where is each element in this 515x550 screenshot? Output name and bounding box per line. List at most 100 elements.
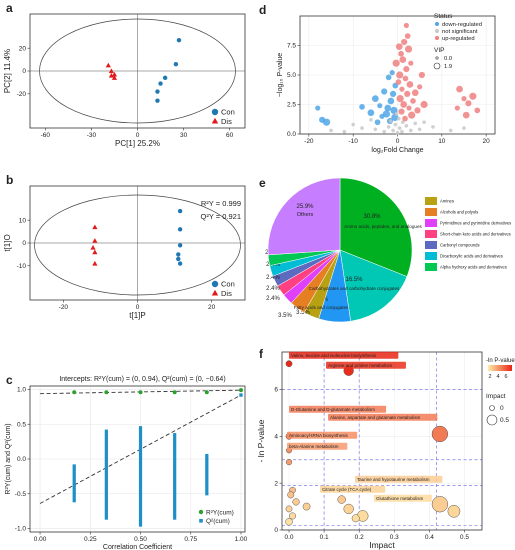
perm-q2-point <box>173 433 177 437</box>
perm-q2-point <box>104 480 108 484</box>
perm-r2y-point <box>138 390 143 395</box>
perm-q2-point <box>72 467 76 471</box>
impact-bubble <box>337 495 346 504</box>
perm-q2-point <box>104 505 108 509</box>
impact-bubble-label: Aminoacyl-tRNA biosynthesis <box>289 433 349 438</box>
volcano-point-ns <box>448 128 453 133</box>
volcano-point-ns <box>462 126 466 130</box>
perm-xlabel: Correlation Coefficient <box>103 544 172 550</box>
volcano-point-up <box>406 81 414 88</box>
oplsda-point-con <box>177 243 183 248</box>
impact-x-tick-label: 0.5 <box>460 534 469 541</box>
impact-bubble-label: Glutathione metabolism <box>376 496 424 501</box>
legend-dis-marker <box>211 289 219 296</box>
perm-q2-point <box>104 491 108 495</box>
oplsda-y-tick-label: -10 <box>17 263 27 270</box>
pie-slice <box>339 177 413 277</box>
volcano-point-up <box>403 22 409 29</box>
pca-confidence-ellipse <box>39 18 236 124</box>
pie-legend-label: Alpha hydroxy acids and derivatives <box>440 265 507 270</box>
perm-q2-point <box>205 481 209 485</box>
perm-q2-point <box>72 464 76 468</box>
volcano-point-up <box>400 101 408 108</box>
pie-value-label: 2.4% <box>266 286 280 292</box>
volcano-point-up <box>456 85 463 93</box>
volcano-x-tick-label: -10 <box>348 138 358 145</box>
perm-r2y-point <box>204 390 209 395</box>
pca-xlabel: PC[1] 25.2% <box>115 139 160 148</box>
impact-bubble-label: beta-Alanine metabolism <box>289 444 339 449</box>
volcano-point-up <box>465 100 472 107</box>
impact-bubble-label: Citrate cycle (TCA cycle) <box>322 487 372 492</box>
impact-x-tick-label: 0.0 <box>284 534 293 541</box>
pie-legend-label: Dicarboxylic acids and derivatives <box>440 254 503 259</box>
volcano-point-up <box>461 96 467 102</box>
impact-background <box>282 352 482 530</box>
panel-label-c: c <box>6 373 13 387</box>
volcano-point-ns <box>382 129 387 134</box>
perm-q2-point <box>239 393 243 397</box>
volcano-point-up <box>398 108 405 115</box>
impact-legend-color-tick: 6 <box>504 374 507 380</box>
oplsda-point-con <box>176 256 181 262</box>
perm-q2-point <box>138 512 143 516</box>
perm-q2-point <box>138 453 143 458</box>
perm-q2-point <box>205 462 209 466</box>
impact-legend-size-title: Impact <box>486 393 506 400</box>
volcano-point-ns <box>395 131 400 135</box>
impact-label-box <box>289 405 387 413</box>
volcano-legend-vip-label: 0.0 <box>444 56 452 62</box>
perm-q2-point <box>173 477 177 481</box>
impact-label-box <box>326 361 406 369</box>
impact-bubble-label: Alanine, aspartate and glutamate metabol… <box>330 415 421 420</box>
perm-q2-point <box>205 473 209 477</box>
perm-q2-point <box>205 453 209 458</box>
oplsda-point-con <box>177 261 183 266</box>
volcano-point-up <box>469 92 477 100</box>
volcano-point-ns <box>413 121 418 126</box>
perm-q2-point <box>72 483 76 487</box>
volcano-point-down <box>385 74 392 81</box>
impact-label-box <box>287 442 348 450</box>
volcano-point-up <box>396 71 404 79</box>
volcano-point-ns <box>351 122 355 127</box>
pca-point-con <box>155 89 160 94</box>
pie-slice-label-fatty: Fatty acids and conjugates <box>294 305 349 310</box>
oplsda-xlabel: t[1]P <box>129 311 145 320</box>
volcano-legend-label: down-regulated <box>442 22 482 28</box>
perm-q2-point <box>138 442 143 446</box>
pie-value-label: 30.8% <box>363 214 381 220</box>
volcano-xlabel: log₂Fold Change <box>371 147 423 154</box>
perm-q2-point <box>104 440 108 445</box>
volcano-point-ns <box>417 127 422 132</box>
volcano-point-down <box>322 118 331 126</box>
perm-q2-point <box>138 437 143 441</box>
pie-legend-label: Pyrimidines and pyrimidine derivatives <box>440 221 511 226</box>
volcano-point-up <box>417 84 423 90</box>
pca-x-tick-label: 30 <box>180 132 188 139</box>
perm-q2-point <box>138 498 143 502</box>
perm-q2-point <box>173 460 177 465</box>
perm-q2-point <box>104 457 108 461</box>
pie-legend-label: Carbonyl compounds <box>440 243 480 248</box>
perm-q2-point <box>173 491 177 495</box>
oplsda-ylabel: t[1]O <box>3 234 12 251</box>
impact-x-tick-label: 0.1 <box>320 534 329 541</box>
perm-q2-point <box>104 471 108 475</box>
perm-q2-point <box>138 487 143 491</box>
perm-q2-point <box>173 455 177 459</box>
perm-q2-point <box>138 448 143 452</box>
impact-legend-size-label: 0 <box>500 405 504 412</box>
oplsda-point-dis <box>92 260 98 266</box>
volcano-x-tick-label: -20 <box>304 138 314 145</box>
volcano-point-down <box>389 70 395 76</box>
pca-point-con <box>176 38 182 43</box>
perm-q2-point <box>72 488 76 492</box>
impact-bubble <box>343 503 354 515</box>
pie-legend-swatch <box>425 208 437 216</box>
perm-legend-q2-label: Q²(cum) <box>206 518 230 525</box>
perm-q2-point <box>205 478 209 482</box>
perm-q2-point <box>104 454 108 459</box>
perm-q2-point <box>104 508 108 512</box>
volcano-point-up <box>395 79 402 85</box>
